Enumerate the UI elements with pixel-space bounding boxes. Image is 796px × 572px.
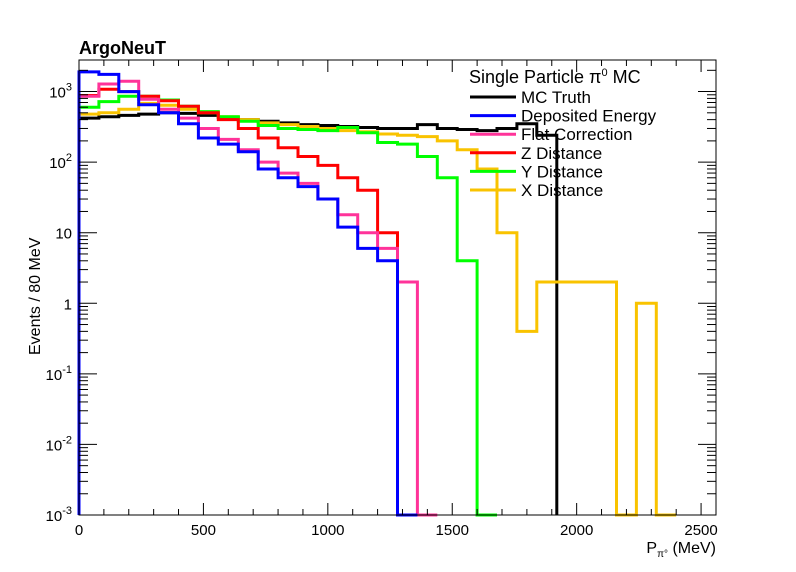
- x-axis-title: Pπ° (MeV): [646, 540, 716, 560]
- y-tick-label: 10-1: [46, 364, 72, 384]
- series-y-distance: [77, 94, 497, 517]
- x-tick-label: 1500: [436, 522, 469, 539]
- legend-label-flat-correction: Flat Correction: [521, 125, 632, 144]
- legend: Single Particle π0 MC MC TruthDeposited …: [469, 67, 657, 200]
- plot-frame-top: [78, 59, 717, 516]
- legend-label-deposited-energy: Deposited Energy: [521, 107, 657, 126]
- y-tick-label: 10: [55, 226, 72, 243]
- legend-title: Single Particle π0 MC: [469, 67, 641, 87]
- legend-label-z-distance: Z Distance: [521, 144, 602, 163]
- x-tick-label: 0: [75, 522, 83, 539]
- x-tick-label: 2500: [684, 522, 717, 539]
- y-tick-label: 102: [49, 152, 72, 172]
- x-tick-label: 500: [191, 522, 216, 539]
- y-tick-label: 10-3: [46, 505, 72, 525]
- axes-layer: 0 500 1000 1500 2000 2500 10-3 10-2 10-1 1 10 102 10…: [46, 59, 718, 539]
- y-tick-label: 10-2: [46, 434, 72, 454]
- experiment-label: ArgoNeuT: [79, 38, 166, 58]
- x-tick-label: 1000: [311, 522, 344, 539]
- y-axis-title: Events / 80 MeV: [27, 237, 44, 355]
- series-mc-truth: [77, 111, 559, 515]
- series-flat-correction: [77, 79, 438, 517]
- y-tick-label: 1: [64, 296, 72, 313]
- series-deposited-energy: [77, 70, 418, 517]
- x-tick-label: 2000: [560, 522, 593, 539]
- y-tick-label: 103: [49, 82, 72, 102]
- legend-label-y-distance: Y Distance: [521, 162, 603, 181]
- legend-label-x-distance: X Distance: [521, 181, 603, 200]
- legend-label-mc-truth: MC Truth: [521, 88, 591, 107]
- series-layer: [77, 70, 677, 517]
